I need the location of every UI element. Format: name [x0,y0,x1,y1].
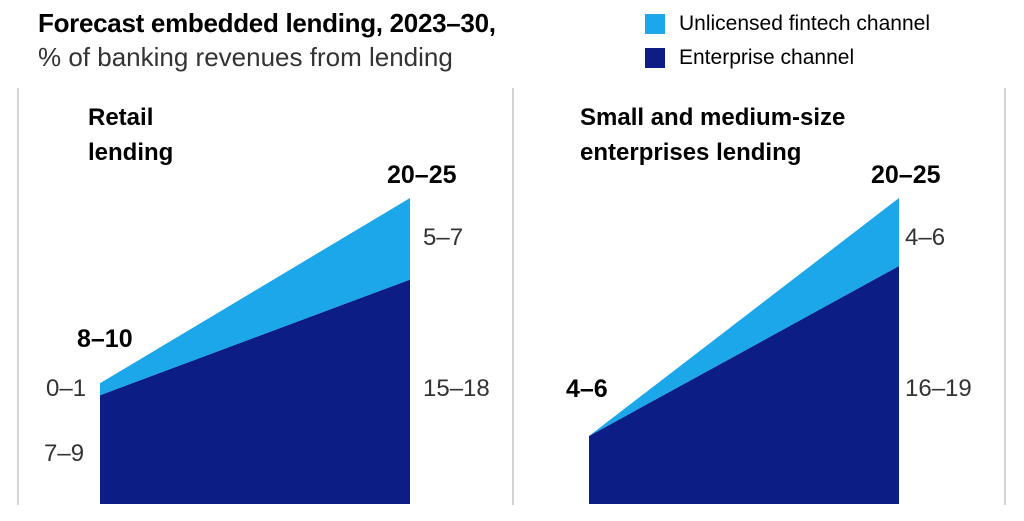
sme-area-chart [589,198,899,504]
chart-subtitle: % of banking revenues from lending [38,42,453,72]
sme-panel-title: Small and medium-size enterprises lendin… [580,104,846,166]
legend-item-enterprise: Enterprise channel [645,45,930,69]
retail-start-fintech-label: 0–1 [46,375,87,402]
legend-label-enterprise: Enterprise channel [679,45,855,69]
sme-start-total-label: 4–6 [566,375,608,403]
retail-start-enterprise-label: 7–9 [44,440,85,467]
unlicensed-fintech-channel-area [100,198,410,396]
panel-divider-right [1004,88,1006,505]
fintech-swatch-icon [645,13,665,34]
retail-start-total-label: 8–10 [77,325,133,353]
sme-end-fintech-label: 4–6 [905,224,946,251]
legend: Unlicensed fintech channel Enterprise ch… [645,11,930,81]
panel-divider-left [17,88,19,505]
chart-panel-retail: Retail lending 8–10 0–1 7–9 20–25 5–7 15… [0,88,512,521]
enterprise-channel-area [589,266,899,504]
sme-end-total-label: 20–25 [871,161,941,189]
enterprise-channel-area [100,279,410,504]
legend-item-fintech: Unlicensed fintech channel [645,11,930,35]
unlicensed-fintech-channel-area [589,198,899,436]
legend-label-fintech: Unlicensed fintech channel [679,11,930,35]
retail-end-total-label: 20–25 [387,161,457,189]
retail-end-enterprise-label: 15–18 [423,375,490,402]
chart-panel-sme: Small and medium-size enterprises lendin… [512,88,1024,521]
panel-divider-middle [512,88,514,505]
sme-end-enterprise-label: 16–19 [905,375,972,402]
chart-title: Forecast embedded lending, 2023–30, [38,8,496,38]
retail-panel-title: Retail lending [88,104,174,166]
enterprise-swatch-icon [645,47,665,68]
retail-end-fintech-label: 5–7 [423,224,464,251]
retail-area-chart [100,198,410,504]
